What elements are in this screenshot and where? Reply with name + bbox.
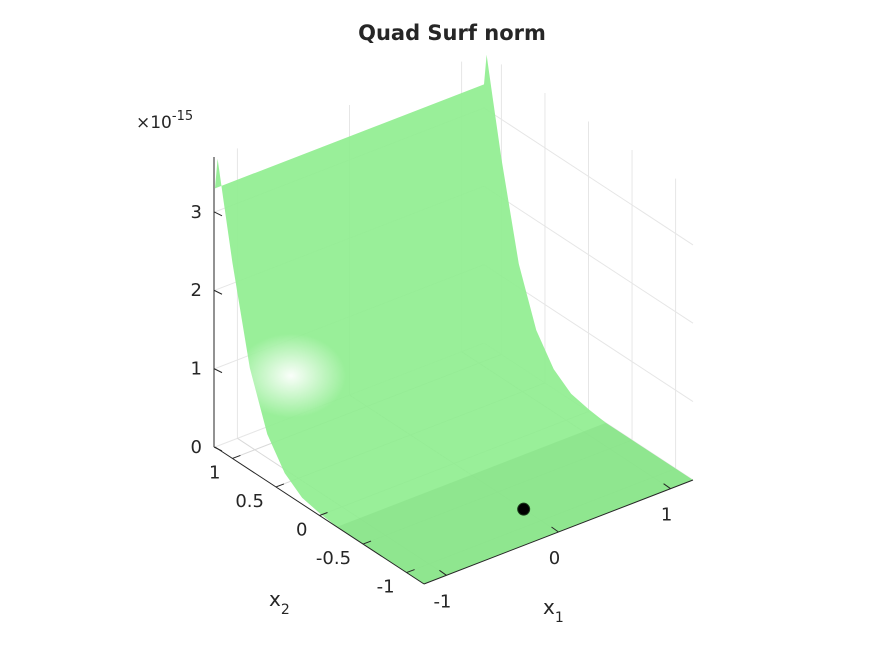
y-tick	[232, 454, 241, 459]
x-axis-label: x1	[543, 595, 564, 626]
x-tick-label: -1	[433, 591, 451, 612]
y-axis-label-text: x	[269, 587, 281, 611]
x-tick-label: 0	[549, 548, 560, 569]
y-tick	[362, 540, 372, 545]
z-exponent-prefix: ×10	[136, 113, 172, 133]
y-tick-label: -1	[377, 577, 395, 598]
y-tick-label: 0	[296, 520, 307, 541]
y-tick-label: 1	[209, 462, 220, 483]
surface-floor-shade	[336, 422, 693, 584]
y-axis-label: x2	[269, 587, 290, 618]
y-tick	[319, 512, 328, 516]
z-tick	[213, 368, 223, 374]
surface-fill	[215, 54, 693, 584]
x-axis-label-text: x	[543, 595, 555, 619]
z-tick	[213, 289, 223, 295]
z-exponent-label: ×10-15	[136, 109, 193, 133]
y-tick	[406, 569, 415, 574]
z-tick	[213, 446, 223, 452]
y-axis-label-subscript: 2	[281, 602, 290, 618]
z-exponent: -15	[172, 109, 193, 124]
z-tick-label: 0	[191, 437, 202, 458]
z-tick-label: 3	[191, 202, 202, 223]
minimum-marker	[517, 502, 531, 516]
x-axis-label-subscript: 1	[555, 610, 564, 626]
z-tick-label: 2	[191, 280, 202, 301]
chart-title: Quad Surf norm	[358, 21, 546, 45]
surface	[215, 54, 693, 584]
x-tick	[551, 526, 559, 533]
y-tick	[275, 483, 285, 488]
y-tick-label: 0.5	[235, 491, 264, 512]
surface-highlight	[236, 333, 346, 418]
z-tick	[213, 211, 223, 217]
x-tick-label: 1	[661, 505, 672, 526]
z-tick-label: 1	[191, 359, 202, 380]
x-tick	[663, 483, 671, 490]
x-tick	[439, 569, 447, 576]
y-tick-label: -0.5	[316, 548, 351, 569]
